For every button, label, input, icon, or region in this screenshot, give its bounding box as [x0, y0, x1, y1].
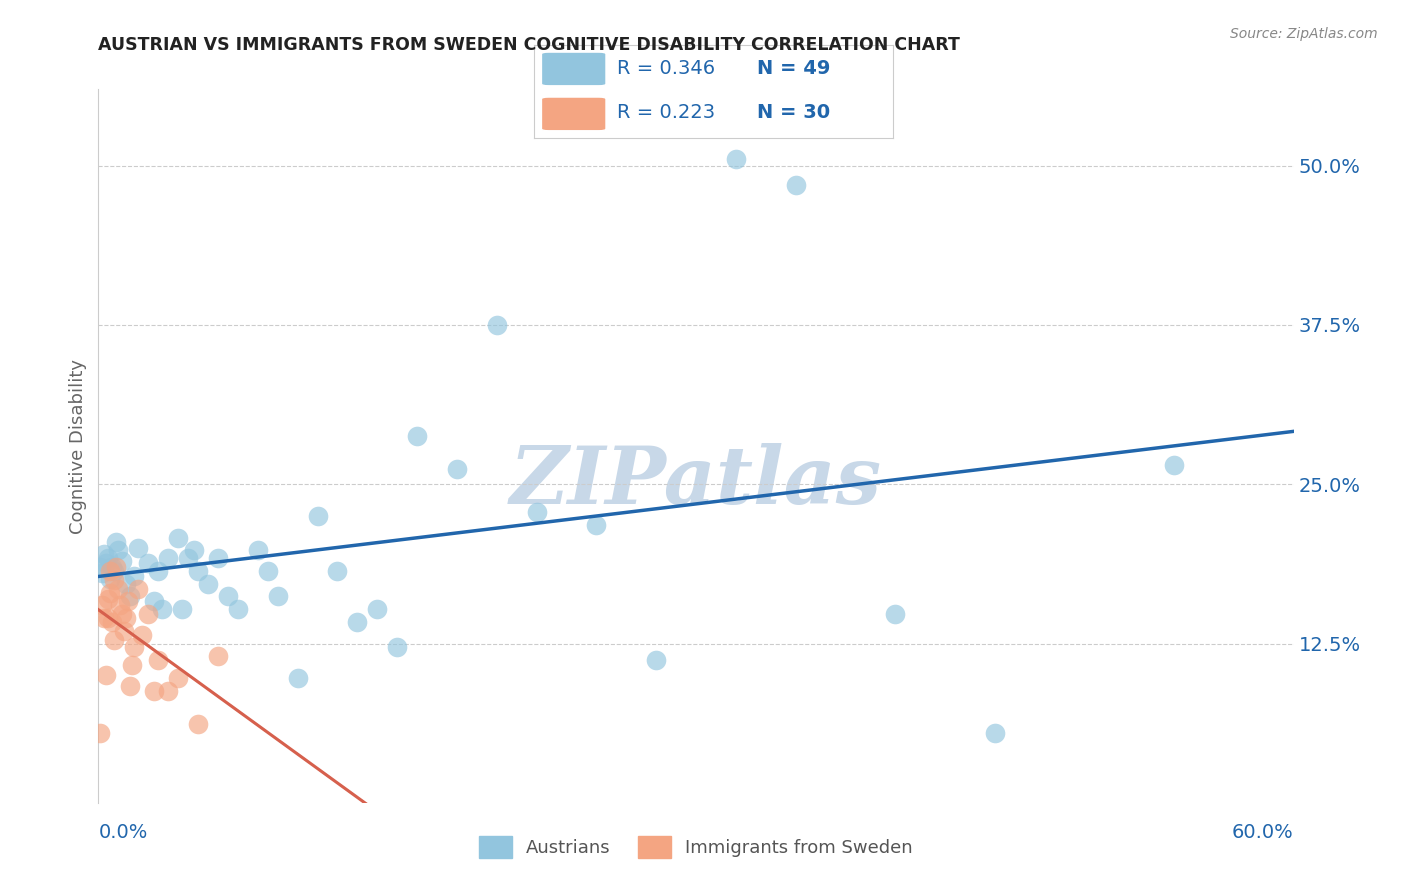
Point: [101, 615, 124, 629]
Point: [97, 551, 120, 566]
Point: [446, 462, 468, 476]
Point: [103, 573, 125, 587]
Text: R = 0.223: R = 0.223: [617, 103, 714, 122]
Point: [101, 560, 124, 574]
Point: [105, 560, 128, 574]
Point: [97, 591, 120, 606]
Point: [136, 556, 159, 570]
Point: [217, 590, 239, 604]
Point: [246, 543, 269, 558]
Point: [226, 602, 249, 616]
Point: [121, 658, 143, 673]
Point: [120, 679, 142, 693]
Point: [157, 551, 180, 566]
Point: [103, 564, 125, 578]
Point: [107, 543, 129, 558]
Point: [124, 569, 146, 583]
Point: [96, 556, 118, 570]
Point: [197, 576, 219, 591]
Point: [183, 543, 205, 558]
Point: [96, 668, 118, 682]
Point: [112, 624, 135, 638]
FancyBboxPatch shape: [541, 52, 606, 86]
Point: [645, 653, 668, 667]
Point: [307, 509, 329, 524]
Point: [115, 611, 138, 625]
Point: [526, 505, 548, 519]
Point: [100, 572, 122, 586]
Point: [385, 640, 409, 655]
Point: [115, 576, 138, 591]
Point: [207, 551, 229, 566]
Point: [167, 531, 190, 545]
Point: [148, 564, 170, 578]
Point: [187, 716, 209, 731]
Point: [167, 671, 190, 685]
Text: N = 49: N = 49: [756, 60, 830, 78]
Point: [150, 602, 173, 616]
Point: [148, 653, 170, 667]
Text: AUSTRIAN VS IMMIGRANTS FROM SWEDEN COGNITIVE DISABILITY CORRELATION CHART: AUSTRIAN VS IMMIGRANTS FROM SWEDEN COGNI…: [98, 36, 960, 54]
FancyBboxPatch shape: [541, 97, 606, 131]
Legend: Austrians, Immigrants from Sweden: Austrians, Immigrants from Sweden: [472, 829, 920, 865]
Point: [103, 632, 125, 647]
Text: 60.0%: 60.0%: [1232, 823, 1294, 842]
Point: [326, 564, 349, 578]
Point: [111, 607, 134, 622]
Point: [585, 518, 607, 533]
Text: N = 30: N = 30: [756, 103, 830, 122]
Point: [366, 602, 388, 616]
Text: ZIPatlas: ZIPatlas: [510, 443, 882, 520]
Point: [1163, 458, 1185, 472]
Point: [256, 564, 278, 578]
Point: [93, 547, 115, 561]
Point: [89, 725, 111, 739]
Point: [143, 683, 166, 698]
Point: [143, 594, 166, 608]
Point: [107, 582, 129, 596]
Point: [346, 615, 368, 629]
Point: [267, 590, 290, 604]
Point: [207, 649, 229, 664]
Point: [100, 585, 122, 599]
Point: [91, 599, 114, 613]
Point: [131, 627, 153, 641]
Point: [136, 607, 159, 622]
Point: [724, 153, 747, 167]
Point: [120, 590, 142, 604]
Point: [93, 611, 115, 625]
Text: R = 0.346: R = 0.346: [617, 60, 714, 78]
Point: [157, 683, 180, 698]
Point: [117, 594, 139, 608]
Point: [110, 599, 132, 613]
Y-axis label: Cognitive Disability: Cognitive Disability: [69, 359, 87, 533]
Point: [89, 560, 111, 574]
Point: [984, 725, 1007, 739]
Point: [127, 541, 149, 555]
Point: [127, 582, 149, 596]
Point: [124, 640, 146, 655]
Text: 0.0%: 0.0%: [98, 823, 148, 842]
Point: [172, 602, 194, 616]
Point: [187, 564, 209, 578]
Point: [97, 611, 120, 625]
Point: [785, 178, 807, 192]
Text: Source: ZipAtlas.com: Source: ZipAtlas.com: [1230, 27, 1378, 41]
Point: [406, 429, 429, 443]
Point: [884, 607, 907, 622]
Point: [111, 554, 134, 568]
Point: [177, 551, 200, 566]
Point: [485, 318, 508, 332]
Point: [91, 566, 114, 581]
Point: [100, 564, 122, 578]
Point: [105, 534, 128, 549]
Point: [287, 671, 309, 685]
